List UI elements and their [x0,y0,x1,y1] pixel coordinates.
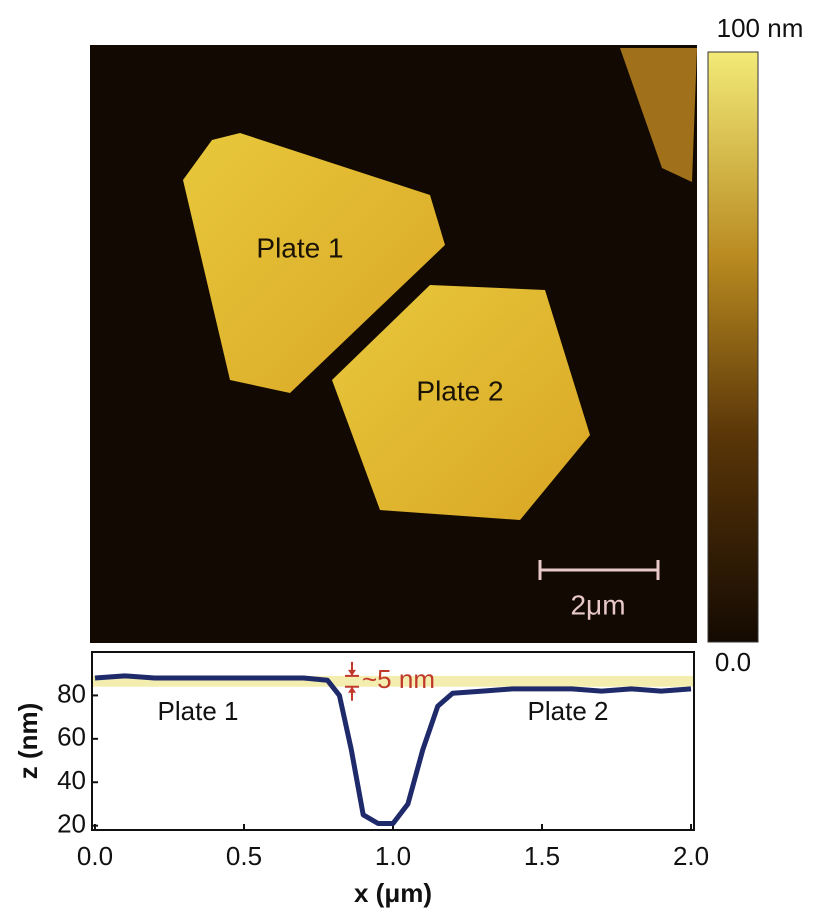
y-axis-title: z (nm) [13,703,43,780]
x-tick-label: 2.0 [673,841,709,871]
plate-label: Plate 2 [416,375,503,406]
annotation: Plate 2 [528,696,609,726]
x-axis-title: x (μm) [354,878,432,908]
x-tick-label: 1.5 [524,841,560,871]
x-tick-label: 1.0 [375,841,411,871]
annotation: ~5 nm [362,664,435,694]
annotation: Plate 1 [158,696,239,726]
line-plot: 0.0 0.5 1.0 1.5 2.0 20 40 60 80 x (μm) z (nm) Plate… [13,652,709,908]
colorbar-label: 0.0 [715,647,751,677]
plate-label: Plate 1 [256,232,343,263]
y-tick-label: 60 [57,722,86,752]
y-tick-label: 20 [57,809,86,839]
colorbar-label: 100 nm [717,13,804,43]
y-tick-label: 40 [57,765,86,795]
x-tick-label: 0.5 [226,841,262,871]
colorbar [708,52,758,642]
afm-image: Plate 1 Plate 2 2μm [90,45,697,643]
colorbar-ramp [708,52,758,642]
scale-bar-label: 2μm [570,589,625,620]
x-tick-label: 0.0 [77,841,113,871]
y-tick-label: 80 [57,678,86,708]
figure: Plate 1 Plate 2 2μm 0.0 0.5 1.0 1.5 2.0 20 40 6… [0,0,822,915]
